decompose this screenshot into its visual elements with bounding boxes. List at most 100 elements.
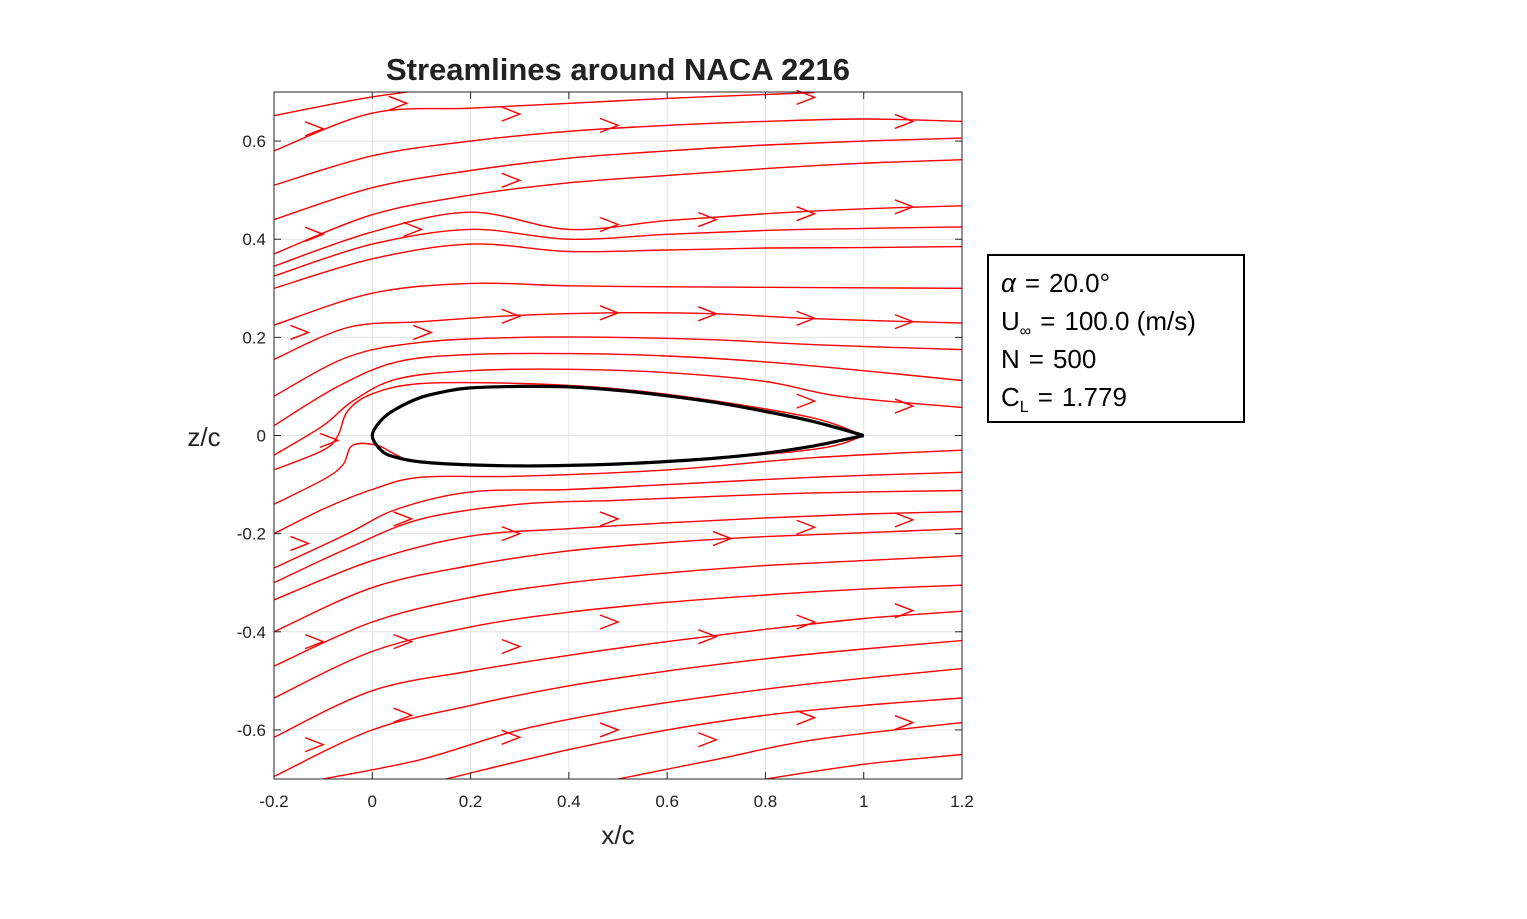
streamline-upper-7	[274, 243, 962, 289]
streamline-arrow-22	[319, 432, 340, 449]
streamline-lower-3	[274, 489, 962, 584]
x-tick-label-5: 0.8	[754, 792, 778, 811]
uinf-row: U∞ = 100.0 (m/s)	[1001, 306, 1243, 344]
streamline-lower-13	[765, 753, 962, 779]
streamline-arrow-28	[894, 512, 915, 528]
streamline-arrow-42	[796, 710, 817, 726]
streamline-arrow-1	[501, 106, 522, 122]
streamline-lower-6	[274, 555, 962, 667]
y-tick-label-6: 0.6	[242, 132, 266, 151]
streamline-arrow-24	[501, 525, 522, 542]
uinf-value: 100.0 (m/s)	[1064, 306, 1196, 336]
streamline-lower-1	[274, 449, 962, 535]
uinf-subscript: ∞	[1019, 323, 1032, 341]
streamline-arrow-23	[393, 511, 414, 527]
streamline-arrow-13	[290, 324, 311, 341]
streamline-arrow-21	[894, 398, 915, 414]
streamline-arrow-16	[599, 305, 620, 321]
streamline-arrow-30	[304, 633, 326, 650]
n-equals: =	[1028, 344, 1044, 374]
streamline-upper-13	[274, 381, 864, 471]
streamline-arrow-9	[796, 206, 817, 222]
streamline-arrow-37	[393, 707, 414, 723]
x-tick-label-1: 0	[368, 792, 377, 811]
streamline-lower-9	[274, 639, 962, 778]
y-tick-label-2: -0.2	[237, 525, 266, 544]
streamline-arrow-12	[403, 221, 424, 238]
streamline-lower-12	[617, 721, 962, 779]
x-tick-label-2: 0.2	[459, 792, 483, 811]
streamline-arrow-31	[393, 633, 414, 650]
streamline-arrow-0	[388, 95, 409, 111]
streamline-arrow-5	[894, 113, 915, 130]
streamline-arrow-3	[599, 117, 620, 134]
streamline-lower-11	[445, 697, 962, 779]
streamline-arrow-20	[796, 393, 817, 409]
streamline-arrow-11	[304, 226, 326, 242]
streamline-arrow-2	[304, 121, 326, 137]
streamline-upper-6	[274, 226, 962, 277]
y-axis-label: z/c	[187, 422, 220, 452]
cl-equals: =	[1037, 382, 1053, 412]
x-tick-label-3: 0.4	[557, 792, 581, 811]
streamline-arrow-25	[599, 511, 620, 527]
cl-row: CL = 1.779	[1001, 382, 1243, 420]
uinf-symbol: U	[1001, 306, 1020, 336]
n-value: 500	[1052, 344, 1097, 374]
uinf-equals: =	[1040, 306, 1056, 336]
x-tick-label-7: 1.2	[950, 792, 974, 811]
streamline-upper-8	[274, 282, 962, 326]
streamline-arrow-19	[894, 314, 915, 330]
streamline-upper-3	[274, 137, 962, 221]
y-ticks: -0.6 -0.4 -0.2 0 0.2 0.4 0.6	[237, 132, 962, 740]
cl-subscript: L	[1019, 399, 1029, 417]
y-tick-label-5: 0.4	[242, 230, 266, 249]
x-tick-label-0: -0.2	[259, 792, 288, 811]
n-row: N = 500	[1001, 344, 1243, 382]
alpha-equals: =	[1024, 268, 1041, 298]
streamline-arrow-41	[698, 732, 719, 748]
streamline-arrow-34	[698, 629, 719, 645]
streamline-arrow-27	[796, 519, 817, 535]
y-tick-label-3: 0	[257, 427, 266, 446]
airfoil-shape	[370, 384, 865, 468]
streamline-upper-2	[274, 118, 962, 186]
streamline-lower-2	[274, 471, 962, 569]
streamline-arrow-33	[599, 614, 620, 630]
streamline-arrow-29	[290, 535, 311, 552]
info-box: α = 20.0° U∞ = 100.0 (m/s) N = 500 CL = 1.779	[987, 254, 1245, 423]
streamline-arrows	[290, 89, 915, 753]
cl-value: 1.779	[1061, 382, 1127, 412]
streamline-upper-11	[274, 352, 962, 427]
streamline-upper-10	[274, 336, 962, 397]
y-tick-label-0: -0.6	[237, 721, 266, 740]
streamline-arrow-43	[894, 714, 915, 731]
streamline-arrow-17	[698, 306, 719, 322]
streamline-arrow-10	[894, 199, 915, 215]
alpha-symbol: α	[1001, 268, 1016, 298]
streamline-arrow-18	[796, 310, 817, 326]
streamline-arrow-32	[501, 638, 522, 655]
streamline-arrow-7	[599, 216, 620, 233]
airfoil-outline	[370, 384, 865, 468]
streamline-upper-4	[274, 159, 962, 255]
streamline-arrow-36	[894, 603, 915, 619]
streamline-lower-5	[274, 528, 962, 633]
x-ticks: -0.2 0 0.2 0.4 0.6 0.8 1 1.2	[259, 92, 974, 811]
x-tick-label-4: 0.6	[655, 792, 679, 811]
streamline-upper-5	[274, 205, 962, 267]
streamline-arrow-14	[413, 324, 434, 341]
y-tick-label-4: 0.2	[242, 328, 266, 347]
streamline-arrow-8	[698, 211, 719, 228]
streamline-arrow-15	[501, 308, 522, 324]
streamline-lower-4	[274, 510, 962, 601]
streamline-upper-12	[274, 368, 962, 456]
streamline-arrow-35	[796, 614, 817, 630]
cl-symbol: C	[1001, 382, 1020, 412]
streamline-arrow-26	[712, 530, 733, 547]
streamline-upper-0	[274, 92, 413, 117]
n-symbol: N	[1001, 344, 1020, 374]
streamline-arrow-40	[599, 722, 620, 738]
